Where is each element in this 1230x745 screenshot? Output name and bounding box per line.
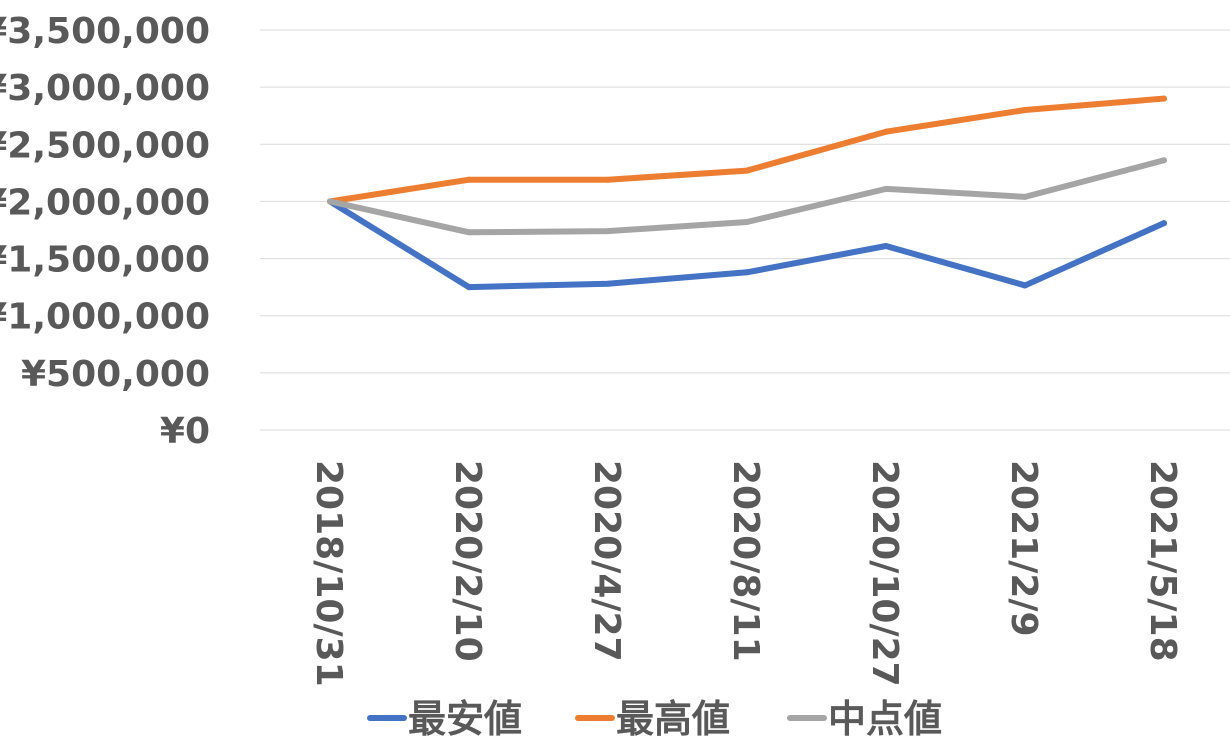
x-tick-label: 2020/2/10 [447,460,488,662]
legend-label: 最安値 [408,697,522,741]
y-tick-label: ¥1,000,000 [0,297,210,338]
y-tick-label: ¥3,500,000 [0,11,210,52]
y-axis: ¥0 ¥500,000 ¥1,000,000 ¥1,500,000 ¥2,000,000… [0,11,210,452]
gridlines [260,29,1230,431]
data-point [466,229,472,236]
legend-label: 中点値 [828,697,942,741]
x-tick-label: 2021/5/18 [1142,460,1183,662]
data-point [744,167,750,174]
data-point [466,176,472,183]
x-tick-label: 2021/2/9 [1003,460,1044,637]
y-tick-label: ¥0 [160,411,210,452]
data-point [1161,157,1167,164]
data-point [744,219,750,225]
data-point [1022,193,1028,200]
y-tick-label: ¥1,500,000 [0,240,210,281]
legend-label: 最高値 [616,697,730,741]
x-axis: 2018/10/31 2020/2/10 2020/4/27 2020/8/11 202… [308,460,1183,687]
data-point [883,185,889,192]
legend: 最安値 最高値 中点値 [367,697,942,741]
y-tick-label: ¥3,000,000 [0,68,210,109]
data-point [744,269,750,276]
data-point [1161,220,1167,227]
x-tick-label: 2020/10/27 [864,460,905,687]
data-point [883,128,889,135]
x-tick-label: 2020/8/11 [725,460,766,662]
series-group [327,95,1167,291]
data-point [1022,282,1028,289]
y-tick-label: ¥2,500,000 [0,125,210,166]
data-point [1161,95,1167,102]
data-point [466,284,472,291]
data-point [883,243,889,249]
x-tick-label: 2018/10/31 [308,460,349,687]
series-line-1 [327,95,1167,205]
data-point [605,280,611,287]
data-point [605,228,611,235]
data-point [327,198,333,205]
x-tick-label: 2020/4/27 [586,460,627,662]
data-point [605,176,611,183]
y-tick-label: ¥2,000,000 [0,182,210,223]
data-point [1022,107,1028,113]
y-tick-label: ¥500,000 [21,354,210,395]
